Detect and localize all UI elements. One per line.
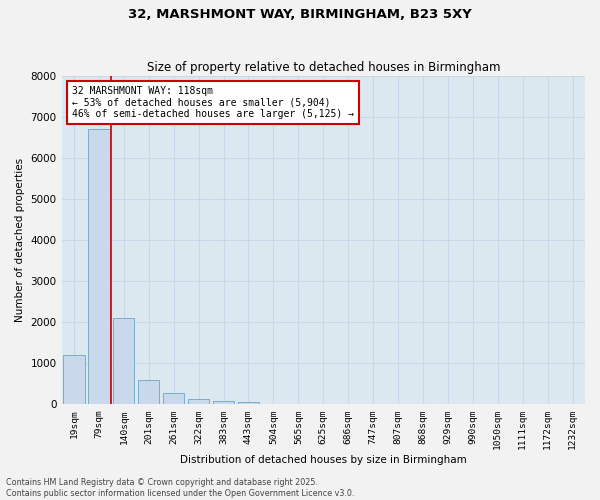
Bar bbox=[188, 399, 209, 404]
Y-axis label: Number of detached properties: Number of detached properties bbox=[15, 158, 25, 322]
X-axis label: Distribution of detached houses by size in Birmingham: Distribution of detached houses by size … bbox=[180, 455, 467, 465]
Bar bbox=[238, 402, 259, 404]
Text: Contains HM Land Registry data © Crown copyright and database right 2025.
Contai: Contains HM Land Registry data © Crown c… bbox=[6, 478, 355, 498]
Bar bbox=[64, 355, 85, 405]
Title: Size of property relative to detached houses in Birmingham: Size of property relative to detached ho… bbox=[146, 60, 500, 74]
Bar bbox=[163, 393, 184, 404]
Bar bbox=[138, 380, 160, 404]
Bar bbox=[113, 318, 134, 404]
Text: 32 MARSHMONT WAY: 118sqm
← 53% of detached houses are smaller (5,904)
46% of sem: 32 MARSHMONT WAY: 118sqm ← 53% of detach… bbox=[72, 86, 354, 119]
Bar bbox=[88, 130, 110, 404]
Bar bbox=[213, 401, 234, 404]
Text: 32, MARSHMONT WAY, BIRMINGHAM, B23 5XY: 32, MARSHMONT WAY, BIRMINGHAM, B23 5XY bbox=[128, 8, 472, 20]
